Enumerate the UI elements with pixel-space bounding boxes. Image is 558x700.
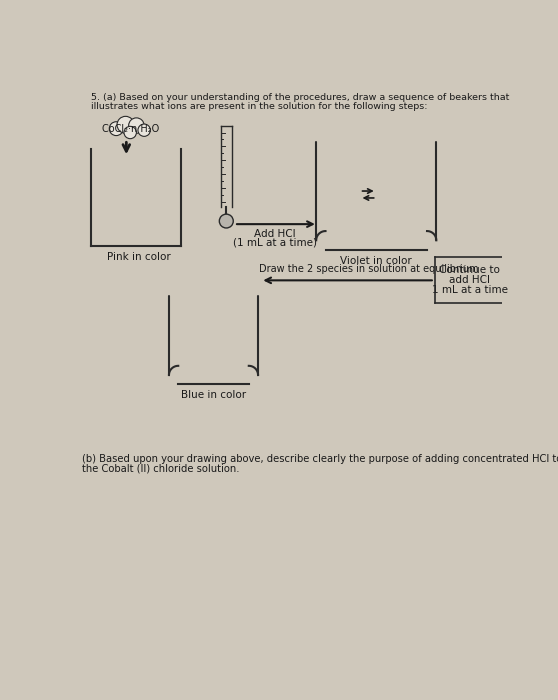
Text: Pink in color: Pink in color [107,252,171,262]
Text: Violet in color: Violet in color [340,256,412,266]
Circle shape [109,122,123,136]
Circle shape [124,126,136,139]
Circle shape [138,124,150,136]
Text: Draw the 2 species in solution at equilibrium: Draw the 2 species in solution at equili… [259,264,478,274]
Text: (1 mL at a time): (1 mL at a time) [233,237,317,247]
Text: 1 mL at a time: 1 mL at a time [432,285,508,295]
Circle shape [117,116,134,133]
Text: CoCl₂·n H₂O: CoCl₂·n H₂O [102,124,159,134]
Circle shape [219,214,233,228]
Circle shape [129,118,144,133]
Text: illustrates what ions are present in the solution for the following steps:: illustrates what ions are present in the… [92,102,428,111]
Text: the Cobalt (II) chloride solution.: the Cobalt (II) chloride solution. [82,463,239,474]
Text: Blue in color: Blue in color [181,391,246,400]
Text: 5. (a) Based on your understanding of the procedures, draw a sequence of beakers: 5. (a) Based on your understanding of th… [92,93,510,102]
Text: (b) Based upon your drawing above, describe clearly the purpose of adding concen: (b) Based upon your drawing above, descr… [82,454,558,463]
Text: Add HCl: Add HCl [254,229,296,239]
Text: Continue to: Continue to [439,265,500,275]
Text: add HCl: add HCl [449,275,490,285]
